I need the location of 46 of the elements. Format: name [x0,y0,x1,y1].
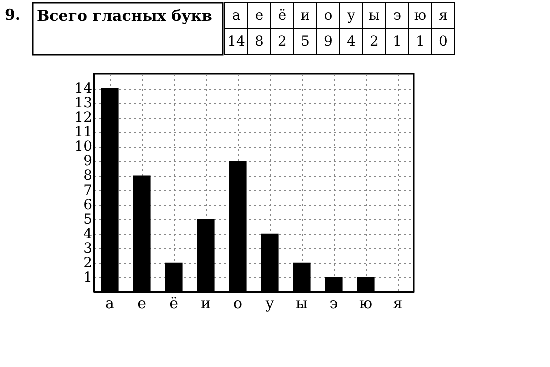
data-label: 2 [278,34,287,50]
data-label: 2 [370,34,379,50]
category-label: и [300,8,310,24]
x-tick-label: у [266,294,275,312]
category-label: ы [368,8,380,24]
x-tick-label: и [201,294,211,312]
y-tick-label: 12 [74,110,92,126]
y-tick-label: 10 [74,139,92,156]
y-tick-label: 4 [84,226,93,242]
y-tick-label: 9 [84,154,92,170]
data-label: 0 [439,34,448,50]
x-tick-label: ы [296,294,308,312]
text: Всего гласных букв [37,7,212,25]
x-tick-label: э [330,294,338,312]
x-tick-label: а [106,294,115,312]
data-label: 1 [393,34,402,50]
y-tick-label: 1 [84,270,92,286]
y-tick-label: 3 [84,240,92,257]
category-label: у [347,8,356,24]
x-tick-label: ё [170,294,179,312]
category-label: ю [414,8,427,24]
data-label: 9 [324,34,333,50]
y-tick-label: 5 [84,212,92,228]
x-tick-label: е [138,294,147,312]
category-label: о [324,8,333,24]
y-tick-label: 8 [84,168,92,184]
data-label: 14 [228,34,246,50]
category-label: я [439,8,448,24]
category-label: э [394,8,402,24]
y-tick-label: 6 [84,197,93,214]
data-label: 8 [255,34,264,50]
category-label: е [255,8,264,24]
x-tick-label: ю [359,294,373,312]
data-label: 5 [301,34,310,50]
category-label: ё [278,8,287,24]
y-tick-label: 11 [74,124,92,141]
y-tick-label: 2 [84,255,92,272]
text: 9. [5,6,21,24]
data-label: 4 [347,34,356,50]
x-tick-label: я [393,294,403,312]
y-tick-label: 7 [84,182,92,199]
y-tick-label: 14 [74,81,93,98]
x-tick-label: о [233,294,243,312]
data-label: 1 [416,34,425,50]
category-label: а [232,8,241,24]
y-tick-label: 13 [74,96,92,112]
